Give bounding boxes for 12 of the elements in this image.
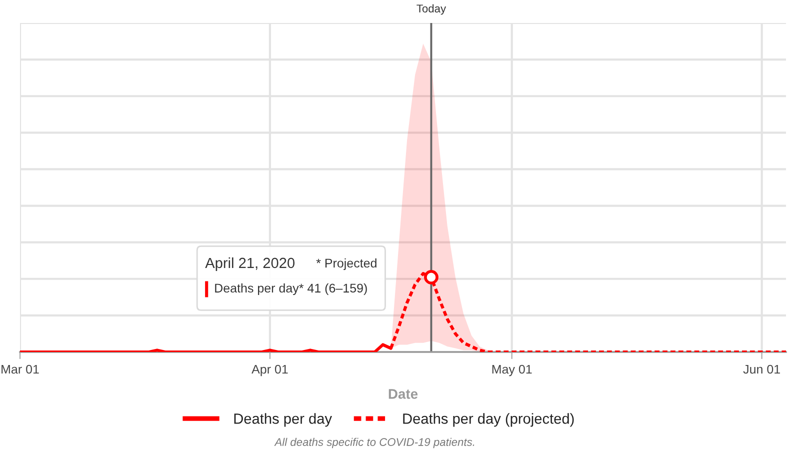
x-axis-title: Date bbox=[388, 389, 418, 399]
text: All deaths specific to COVID-19 patients. bbox=[274, 438, 474, 448]
text: * Projected bbox=[316, 258, 376, 270]
x-tick-label: May 01 bbox=[492, 364, 532, 376]
legend-label: Deaths per day bbox=[234, 413, 332, 427]
x-tick-label: Apr 01 bbox=[252, 364, 288, 376]
legend-label: Deaths per day (projected) bbox=[403, 413, 574, 427]
x-tick-label: Mar 01 bbox=[2, 364, 39, 374]
text: April 21, 2020 bbox=[205, 257, 295, 272]
ref-line-label: Today bbox=[416, 4, 446, 15]
x-tick-label: Jun 01 bbox=[743, 364, 780, 374]
annotation: Deaths per day* 41 (6–159) bbox=[215, 283, 367, 296]
